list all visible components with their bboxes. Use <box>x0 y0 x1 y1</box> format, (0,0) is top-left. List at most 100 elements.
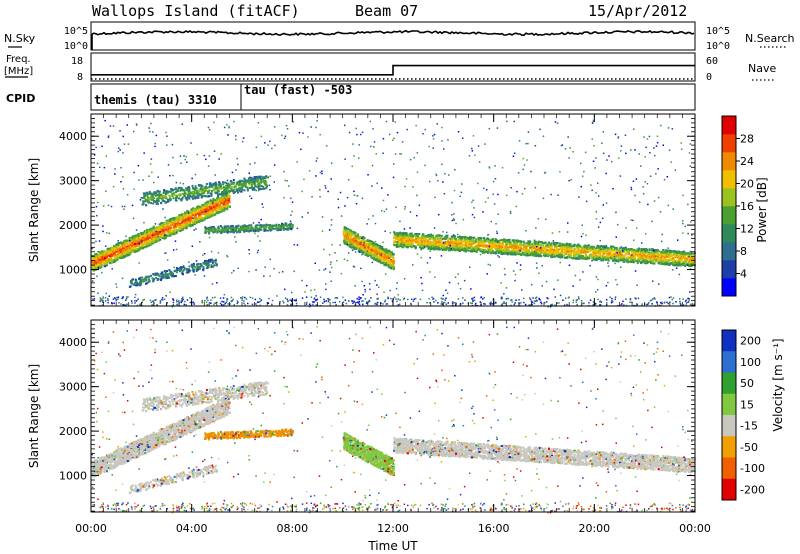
data-cell <box>121 253 124 256</box>
data-cell <box>95 253 97 256</box>
data-cell <box>372 244 375 247</box>
data-cell <box>178 218 181 221</box>
data-cell <box>224 230 227 233</box>
data-cell <box>116 258 119 261</box>
data-cell <box>202 203 205 206</box>
data-cell <box>131 242 134 245</box>
data-cell <box>115 254 118 257</box>
data-cell <box>91 261 93 264</box>
data-cell <box>361 242 364 245</box>
data-cell <box>376 251 379 254</box>
data-cell <box>221 205 224 208</box>
data-cell <box>283 228 286 230</box>
data-cell <box>145 199 148 202</box>
freq-tick-bottom: 8 <box>77 72 83 83</box>
data-cell <box>683 259 686 262</box>
data-cell <box>169 234 172 237</box>
data-cell <box>191 224 194 227</box>
data-cell <box>192 197 194 200</box>
data-cell <box>347 244 350 247</box>
data-cell <box>254 177 256 180</box>
data-cell <box>218 181 221 184</box>
data-cell <box>381 250 384 253</box>
data-cell <box>345 241 348 244</box>
data-cell <box>205 189 208 192</box>
data-cell <box>654 249 657 251</box>
data-cell <box>226 191 228 194</box>
data-cell <box>194 189 196 192</box>
data-cell <box>222 203 225 206</box>
data-cell <box>94 260 97 263</box>
data-cell <box>391 263 394 266</box>
data-cell <box>153 200 156 203</box>
data-cell <box>251 188 254 191</box>
data-cell <box>209 212 212 215</box>
data-cell <box>176 196 179 199</box>
data-cell <box>380 250 383 253</box>
data-cell <box>190 215 193 218</box>
freq-trace <box>91 64 695 76</box>
data-cell <box>100 251 103 254</box>
data-cell <box>169 232 172 235</box>
data-cell <box>612 245 615 248</box>
data-cell <box>139 245 142 248</box>
data-cell <box>188 224 191 227</box>
data-cell <box>201 207 204 210</box>
data-cell <box>134 235 137 238</box>
data-cell <box>658 250 661 253</box>
data-cell <box>156 200 158 203</box>
data-cell <box>113 249 116 252</box>
data-cell <box>188 188 191 191</box>
data-cell <box>367 254 369 257</box>
data-cell <box>232 226 235 229</box>
data-cell <box>473 250 476 253</box>
data-cell <box>604 247 607 250</box>
data-cell <box>166 191 169 194</box>
data-cell <box>156 193 159 196</box>
data-cell <box>163 223 166 226</box>
data-cell <box>184 213 187 216</box>
data-cell <box>204 213 207 216</box>
data-cell <box>115 250 118 253</box>
data-cell <box>369 246 371 249</box>
data-cell <box>671 261 674 264</box>
data-cell <box>135 247 137 250</box>
data-cell <box>203 205 206 207</box>
data-cell <box>139 236 141 239</box>
data-cell <box>214 183 217 186</box>
data-cell <box>218 198 221 201</box>
data-cell <box>182 216 184 218</box>
data-cell <box>147 232 150 235</box>
data-cell <box>383 260 386 262</box>
data-cell <box>175 231 178 234</box>
data-cell <box>212 200 215 203</box>
data-cell <box>212 187 215 190</box>
data-cell <box>581 249 584 252</box>
data-cell <box>228 206 231 208</box>
data-cell <box>198 216 201 219</box>
data-cell <box>144 236 147 239</box>
data-cell <box>210 209 213 212</box>
data-cell <box>379 249 382 252</box>
data-cell <box>101 253 104 256</box>
data-cell <box>178 224 181 227</box>
data-cell <box>232 192 235 194</box>
data-cell <box>211 226 214 229</box>
data-cell <box>611 250 614 252</box>
data-cell <box>210 227 213 230</box>
data-cell <box>523 253 526 256</box>
data-cell <box>98 253 101 255</box>
data-cell <box>216 192 219 195</box>
data-cell <box>145 245 148 248</box>
data-cell <box>213 183 215 186</box>
data-cell <box>264 228 267 231</box>
data-cell <box>164 194 167 197</box>
data-cell <box>167 232 170 235</box>
data-cell <box>189 213 192 216</box>
data-cell <box>94 264 97 267</box>
data-cell <box>225 193 228 195</box>
data-cell <box>146 236 148 239</box>
data-cell <box>158 192 161 195</box>
data-cell <box>160 202 163 205</box>
data-cell <box>205 211 208 214</box>
